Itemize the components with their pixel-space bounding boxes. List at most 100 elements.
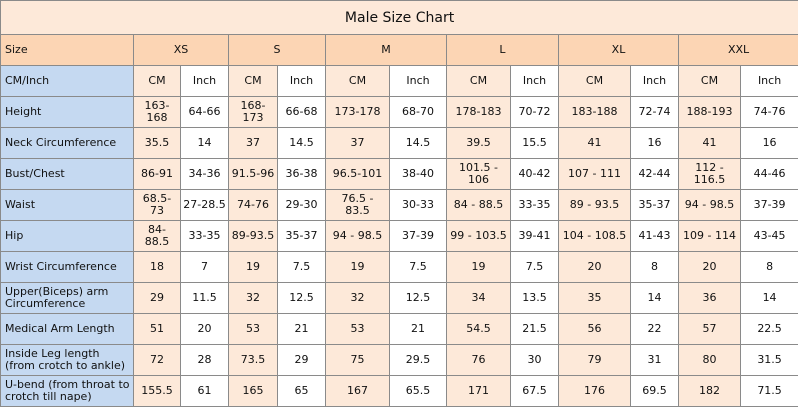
size-value: 168-173 <box>228 96 278 128</box>
size-value: 37-39 <box>739 189 798 221</box>
size-value: 12.5 <box>389 282 447 314</box>
size-value: 171 <box>446 375 511 407</box>
size-value: 183-188 <box>558 96 631 128</box>
size-value: 19 <box>228 251 278 283</box>
size-value: 104 - 108.5 <box>558 220 631 252</box>
size-value: 112 - 116.5 <box>678 158 741 190</box>
data-row: Neck Circumference 35.5 14 37 14.5 37 14.5 39.5… <box>0 127 798 159</box>
size-value: 7.5 <box>389 251 447 283</box>
size-value: 89 - 93.5 <box>558 189 631 221</box>
size-value: 167 <box>325 375 390 407</box>
size-value: 57 <box>678 313 741 345</box>
unit-header: CM <box>228 65 278 97</box>
row-label: Inside Leg length (from crotch to ankle) <box>0 344 134 376</box>
size-value: 41 <box>558 127 631 159</box>
size-value: 37 <box>228 127 278 159</box>
row-label: Neck Circumference <box>0 127 134 159</box>
size-value: 75 <box>325 344 390 376</box>
size-value: 109 - 114 <box>678 220 741 252</box>
size-value: 163-168 <box>133 96 181 128</box>
size-value: 21 <box>277 313 326 345</box>
size-value: 29 <box>133 282 181 314</box>
size-value: 73.5 <box>228 344 278 376</box>
size-value: 76.5 - 83.5 <box>325 189 390 221</box>
size-value: 39.5 <box>446 127 511 159</box>
size-value: 41-43 <box>630 220 679 252</box>
size-value: 99 - 103.5 <box>446 220 511 252</box>
size-value: 18 <box>133 251 181 283</box>
size-value: 12.5 <box>277 282 326 314</box>
row-label: Wrist Circumference <box>0 251 134 283</box>
size-value: 33-35 <box>510 189 559 221</box>
size-value: 51 <box>133 313 181 345</box>
size-value: 188-193 <box>678 96 741 128</box>
data-row: Wrist Circumference 18 7 19 7.5 19 7.5 19 7.5 20 8… <box>0 251 798 283</box>
unit-header: CM <box>325 65 390 97</box>
row-label: Size <box>0 34 134 66</box>
size-value: 53 <box>228 313 278 345</box>
size-value: 32 <box>325 282 390 314</box>
size-value: 20 <box>678 251 741 283</box>
size-value: 40-42 <box>510 158 559 190</box>
size-value: 16 <box>630 127 679 159</box>
size-value: 20 <box>180 313 229 345</box>
size-value: 7 <box>180 251 229 283</box>
size-value: 72-74 <box>630 96 679 128</box>
size-value: 7.5 <box>277 251 326 283</box>
size-value: 56 <box>558 313 631 345</box>
size-header: XS <box>133 34 229 66</box>
size-value: 21 <box>389 313 447 345</box>
size-value: 74-76 <box>228 189 278 221</box>
unit-header: Inch <box>739 65 798 97</box>
size-value: 44-46 <box>739 158 798 190</box>
size-value: 68-70 <box>389 96 447 128</box>
size-value: 30 <box>510 344 559 376</box>
size-value: 36-38 <box>277 158 326 190</box>
size-value: 37 <box>325 127 390 159</box>
unit-header: Inch <box>630 65 679 97</box>
row-label: Bust/Chest <box>0 158 134 190</box>
size-value: 80 <box>678 344 741 376</box>
size-value: 76 <box>446 344 511 376</box>
data-row: Inside Leg length (from crotch to ankle)… <box>0 344 798 376</box>
size-value: 20 <box>558 251 631 283</box>
size-value: 29.5 <box>389 344 447 376</box>
size-header: M <box>325 34 447 66</box>
size-value: 16 <box>739 127 798 159</box>
row-label: Hip <box>0 220 134 252</box>
size-header: XL <box>558 34 679 66</box>
table-title: Male Size Chart <box>0 0 798 35</box>
unit-header: CM <box>558 65 631 97</box>
size-value: 176 <box>558 375 631 407</box>
size-value: 72 <box>133 344 181 376</box>
data-row: U-bend (from throat to crotch till nape)… <box>0 375 798 407</box>
size-value: 65 <box>277 375 326 407</box>
row-label: Height <box>0 96 134 128</box>
size-value: 94 - 98.5 <box>325 220 390 252</box>
size-value: 69.5 <box>630 375 679 407</box>
size-value: 68.5-73 <box>133 189 181 221</box>
size-value: 11.5 <box>180 282 229 314</box>
size-value: 70-72 <box>510 96 559 128</box>
title-row: Male Size Chart <box>0 0 798 35</box>
data-row: Height 163-168 64-66 168-173 66-68 173-178 68-… <box>0 96 798 128</box>
size-value: 8 <box>739 251 798 283</box>
size-value: 35-37 <box>630 189 679 221</box>
size-value: 53 <box>325 313 390 345</box>
size-value: 173-178 <box>325 96 390 128</box>
unit-header: Inch <box>277 65 326 97</box>
size-value: 34 <box>446 282 511 314</box>
size-value: 13.5 <box>510 282 559 314</box>
size-value: 67.5 <box>510 375 559 407</box>
size-value: 35 <box>558 282 631 314</box>
data-row: Waist 68.5-73 27-28.5 74-76 29-30 76.5 - 83.5… <box>0 189 798 221</box>
size-value: 29-30 <box>277 189 326 221</box>
size-value: 22.5 <box>739 313 798 345</box>
unit-row: CM/Inch CM Inch CM Inch CM Inch CM Inch CM Inch CM I… <box>0 65 798 97</box>
size-value: 14 <box>180 127 229 159</box>
size-value: 19 <box>446 251 511 283</box>
size-value: 30-33 <box>389 189 447 221</box>
size-value: 19 <box>325 251 390 283</box>
size-value: 74-76 <box>739 96 798 128</box>
row-label: Medical Arm Length <box>0 313 134 345</box>
